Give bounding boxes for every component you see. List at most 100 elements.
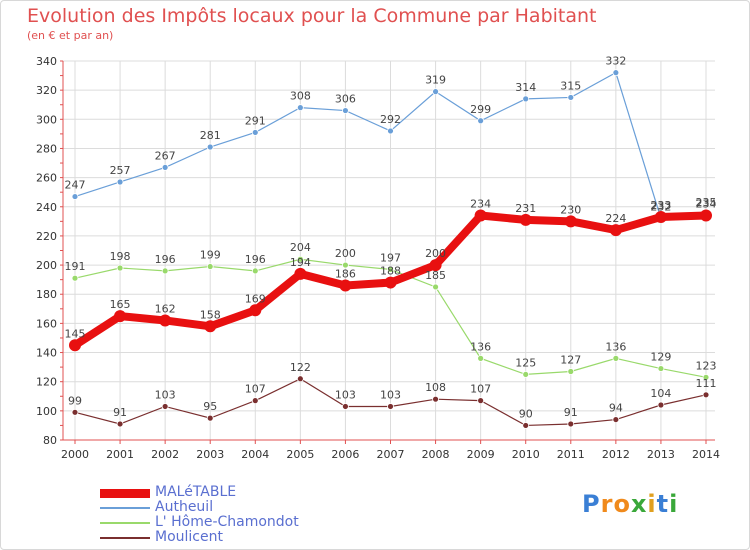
y-tick-label: 140 [36,347,57,360]
data-label-1: 332 [605,55,626,68]
data-label-1: 315 [560,79,581,92]
data-point-2 [116,264,124,272]
data-point-0 [519,213,532,226]
chart-subtitle: (en € et par an) [27,29,114,42]
data-label-1: 292 [380,113,401,126]
data-label-1: 308 [290,90,311,103]
data-point-3 [477,397,485,405]
data-label-3: 91 [564,406,578,419]
data-label-2: 185 [425,269,446,282]
data-label-0: 165 [110,298,131,311]
data-point-3 [567,420,575,428]
logo-letter: i [669,490,679,518]
legend-swatch-home-chamondot [100,522,150,524]
x-tick-label: 2007 [377,448,405,461]
data-label-3: 107 [470,383,491,396]
data-point-1 [206,143,214,151]
data-label-3: 90 [519,407,533,420]
data-label-3: 103 [155,388,176,401]
data-point-0 [204,320,217,333]
data-point-0 [69,339,81,352]
data-point-0 [700,209,712,222]
data-point-2 [567,368,575,375]
y-tick-label: 280 [36,142,57,155]
x-tick-label: 2002 [151,448,179,461]
data-point-0 [294,267,307,280]
logo-letter: i [647,490,657,518]
data-label-2: 197 [380,251,401,264]
data-point-0 [654,210,667,223]
data-label-3: 103 [335,388,356,401]
data-point-0 [429,259,442,272]
data-label-1: 232 [650,200,671,213]
data-point-1 [296,104,304,112]
logo-letter: r [600,490,614,518]
x-tick-label: 2012 [602,448,630,461]
data-label-0: 158 [200,308,221,321]
data-point-1 [387,127,394,135]
y-tick-label: 180 [36,288,57,301]
data-point-2 [161,267,169,275]
y-tick-label: 240 [36,201,57,214]
data-label-2: 199 [200,249,221,262]
data-label-0: 234 [470,198,491,211]
data-label-3: 99 [68,394,82,407]
data-label-2: 198 [110,250,131,263]
data-point-1 [477,117,485,125]
data-label-3: 122 [290,361,311,374]
chart-title: Evolution des Impôts locaux pour la Comm… [27,5,597,27]
data-point-0 [114,310,127,323]
data-point-3 [251,397,259,405]
data-point-1 [116,178,124,186]
data-label-3: 95 [203,400,217,413]
data-label-1: 281 [200,129,221,142]
data-point-1 [251,129,259,136]
x-tick-label: 2000 [61,448,89,461]
data-label-1: 247 [65,179,86,192]
legend-item-maletable: MALéTABLE [100,484,360,500]
x-tick-label: 2014 [692,448,720,461]
data-point-0 [159,314,172,327]
legend-item-moulicent: Moulicent [100,529,360,545]
data-label-1: 306 [335,93,356,106]
data-label-0: 233 [650,199,671,212]
data-point-3 [161,403,169,410]
x-tick-label: 2006 [331,448,359,461]
data-label-2: 127 [560,353,581,366]
data-point-3 [342,403,349,410]
x-tick-label: 2001 [106,448,134,461]
data-point-1 [342,107,349,114]
data-label-0: 231 [515,202,536,215]
data-label-2: 191 [65,260,86,273]
x-tick-label: 2009 [467,448,495,461]
data-point-1 [612,69,620,77]
data-label-0: 162 [155,302,176,315]
legend-swatch-moulicent [100,537,150,539]
x-tick-label: 2013 [647,448,675,461]
data-point-2 [296,255,304,263]
data-label-3: 108 [425,381,446,394]
data-label-1: 299 [470,103,491,116]
logo-letter: x [630,490,648,518]
data-label-3: 111 [696,377,717,390]
data-label-2: 200 [335,247,356,260]
data-point-2 [612,354,620,362]
data-point-2 [206,263,214,270]
data-label-1: 291 [245,114,266,127]
y-tick-label: 100 [36,405,57,418]
y-tick-label: 200 [36,259,57,272]
data-point-0 [609,224,622,237]
y-tick-label: 120 [36,376,57,389]
data-label-1: 319 [425,74,446,87]
legend-swatch-autheuil [100,507,150,509]
data-point-3 [296,375,304,383]
data-point-1 [161,164,169,171]
data-point-3 [612,416,620,423]
y-tick-label: 320 [36,84,57,97]
data-point-2 [702,373,710,381]
y-tick-label: 340 [36,55,57,68]
data-label-2: 123 [696,359,717,372]
data-point-2 [432,283,439,291]
